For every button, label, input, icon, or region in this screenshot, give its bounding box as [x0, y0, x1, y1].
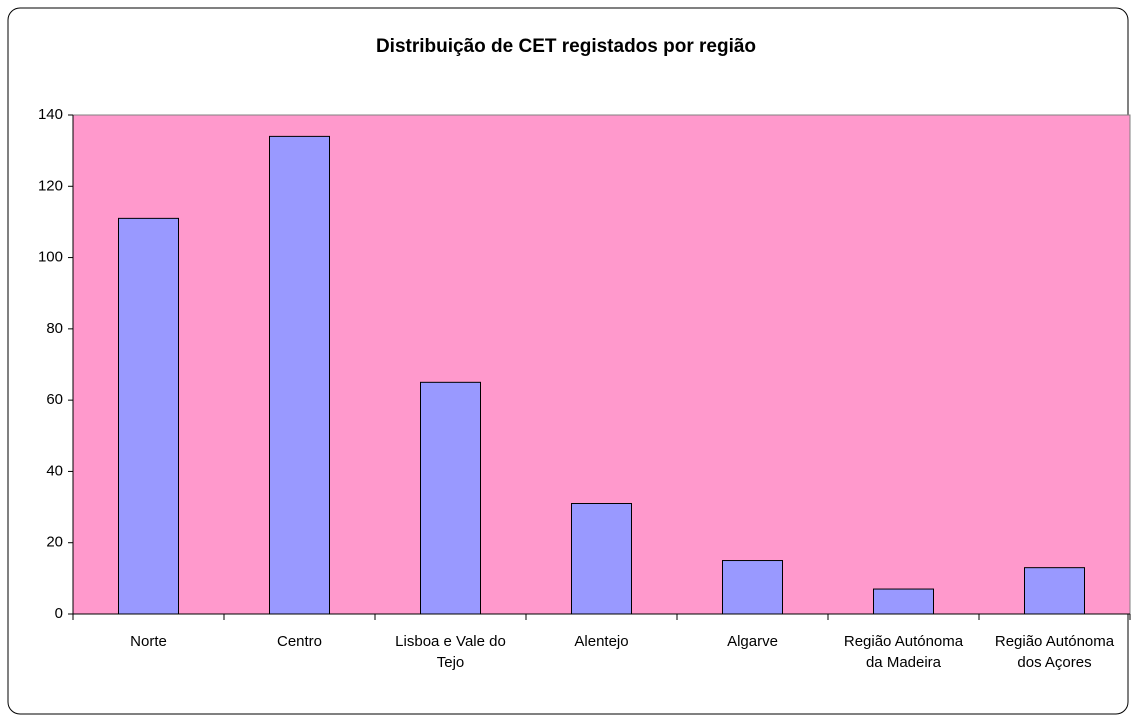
y-tick-label: 60: [46, 391, 63, 408]
x-tick-label: Algarve: [727, 633, 778, 650]
chart-title: Distribuição de CET registados por regiã…: [376, 36, 756, 57]
bar: [873, 588, 934, 615]
bar: [269, 135, 330, 615]
y-tick-label: 80: [46, 320, 63, 337]
y-tick-label: 140: [38, 106, 63, 123]
y-tick-label: 120: [38, 177, 63, 194]
bar: [571, 503, 632, 615]
y-tick-label: 0: [55, 605, 63, 622]
x-tick-label: Alentejo: [574, 633, 629, 650]
x-tick-label: Região Autónoma da Madeira: [843, 633, 964, 671]
bar: [722, 560, 783, 615]
bar: [118, 217, 179, 615]
y-tick-label: 100: [38, 249, 63, 266]
x-tick-label: Lisboa e Vale do Tejo: [395, 633, 506, 671]
y-tick-label: 20: [46, 534, 63, 551]
bar: [420, 381, 481, 615]
x-tick-label: Centro: [276, 633, 323, 650]
x-tick-label: Norte: [130, 633, 167, 650]
x-tick-label: Região Autónoma dos Açores: [994, 633, 1115, 671]
bar: [1024, 567, 1085, 615]
y-tick-label: 40: [46, 462, 63, 479]
